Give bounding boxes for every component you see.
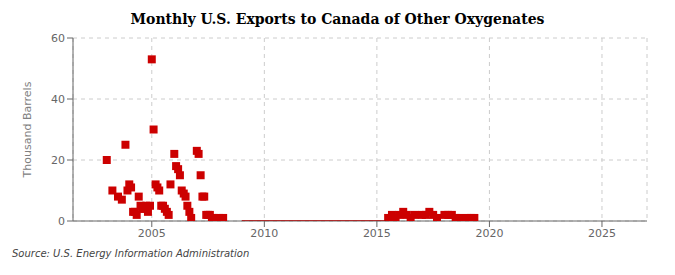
svg-text:2020: 2020 [475, 227, 503, 240]
html-text:Monthly U.S. Exports to Canada: Monthly U.S. Exports to Canada of Other … [130, 11, 545, 27]
svg-text:60: 60 [51, 32, 65, 45]
html-text:Source: U.S. Energy Informatio: Source: U.S. Energy Information Administ… [12, 248, 250, 259]
svg-text:Thousand Barrels: Thousand Barrels [21, 81, 34, 178]
svg-text:2010: 2010 [250, 227, 278, 240]
svg-text:2005: 2005 [138, 227, 166, 240]
svg-text:2015: 2015 [363, 227, 391, 240]
svg-text:0: 0 [58, 215, 65, 228]
svg-text:2025: 2025 [588, 227, 616, 240]
svg-text:20: 20 [51, 154, 65, 167]
svg-text:40: 40 [51, 93, 65, 106]
